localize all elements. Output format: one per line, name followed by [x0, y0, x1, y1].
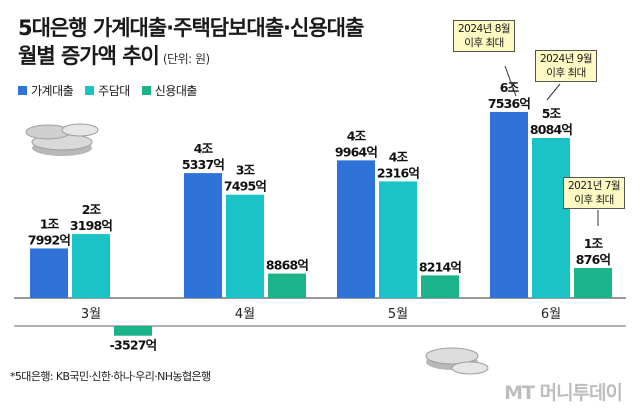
- coin-stack-icon: [425, 347, 489, 375]
- bar-mortgage: [379, 181, 417, 298]
- data-label: 9964억: [335, 144, 378, 159]
- callout-box: 2021년 7월 이후 최대: [563, 177, 626, 209]
- data-label: 8214억: [419, 259, 462, 274]
- bar-credit: [268, 273, 306, 298]
- legend-label-credit: 신용대출: [154, 84, 198, 98]
- bar-household: [337, 160, 375, 298]
- data-label: 8084억: [530, 122, 573, 137]
- bar-mortgage: [226, 194, 264, 298]
- data-label: 2316억: [377, 165, 420, 180]
- callout-line: 이후 최대: [574, 194, 614, 206]
- data-label: 7495억: [224, 179, 267, 194]
- footnote: *5대은행: KB국민·신한·하나·우리·NH농협은행: [10, 370, 211, 383]
- bar-credit: [574, 268, 612, 298]
- callout-pointer: [546, 83, 561, 101]
- data-label: 6조: [500, 80, 520, 95]
- callout-line: 이후 최대: [464, 37, 504, 49]
- chart-subtitle: 월별 증가액 추이 (단위: 원): [18, 40, 210, 70]
- data-label: -3527억: [110, 338, 157, 353]
- data-label: 3198억: [70, 218, 113, 233]
- legend-swatch-mortgage: [85, 86, 95, 95]
- category-label: 5월: [388, 307, 408, 322]
- legend-item-household: 가계대출: [18, 82, 74, 99]
- callout-pointer: [504, 65, 517, 97]
- data-label: 5337억: [182, 157, 225, 172]
- category-label: 6월: [541, 307, 561, 322]
- data-label: 1조: [40, 216, 60, 231]
- legend-swatch-credit: [141, 86, 151, 95]
- callout-line: 2024년 8월: [458, 23, 511, 35]
- bar-mortgage: [532, 137, 570, 298]
- bar-household: [184, 173, 222, 298]
- bar-credit: [421, 275, 459, 298]
- category-label: 4월: [235, 307, 255, 322]
- data-label: 4조: [194, 141, 214, 156]
- unit-label: (단위: 원): [162, 52, 210, 66]
- bar-credit: [114, 326, 152, 336]
- data-label: 7536억: [488, 96, 531, 111]
- data-label: 2조: [82, 202, 102, 217]
- data-label: 1조: [584, 236, 604, 251]
- data-label: 4조: [389, 149, 409, 164]
- callout-line: 2024년 9월: [540, 53, 593, 65]
- legend-item-mortgage: 주담대: [85, 82, 130, 99]
- data-label: 876억: [576, 252, 611, 267]
- callout-line: 이후 최대: [546, 67, 586, 79]
- data-label: 8868억: [266, 258, 309, 273]
- legend-label-mortgage: 주담대: [98, 84, 130, 98]
- data-label: 4조: [347, 128, 367, 143]
- bar-household: [490, 111, 528, 298]
- data-label: 3조: [236, 163, 256, 178]
- legend-item-credit: 신용대출: [141, 82, 198, 99]
- legend-label-household: 가계대출: [31, 84, 74, 98]
- coin-stack-icon: [25, 123, 99, 156]
- bar-household: [30, 248, 68, 298]
- chart-subtitle-text: 월별 증가액 추이: [18, 44, 160, 68]
- data-label: 7992억: [28, 232, 71, 247]
- legend: 가계대출 주담대 신용대출: [18, 82, 197, 99]
- category-label: 3월: [81, 307, 101, 322]
- bar-mortgage: [72, 234, 110, 298]
- callout-line: 2021년 7월: [568, 180, 621, 192]
- brand-logo: MT 머니투데이: [504, 382, 623, 404]
- legend-swatch-household: [18, 86, 27, 95]
- callout-box: 2024년 9월 이후 최대: [535, 50, 598, 82]
- data-label: 5조: [542, 106, 562, 121]
- chart-title: 5대은행 가계대출·주택담보대출·신용대출: [18, 16, 364, 40]
- callout-box: 2024년 8월 이후 최대: [453, 20, 516, 52]
